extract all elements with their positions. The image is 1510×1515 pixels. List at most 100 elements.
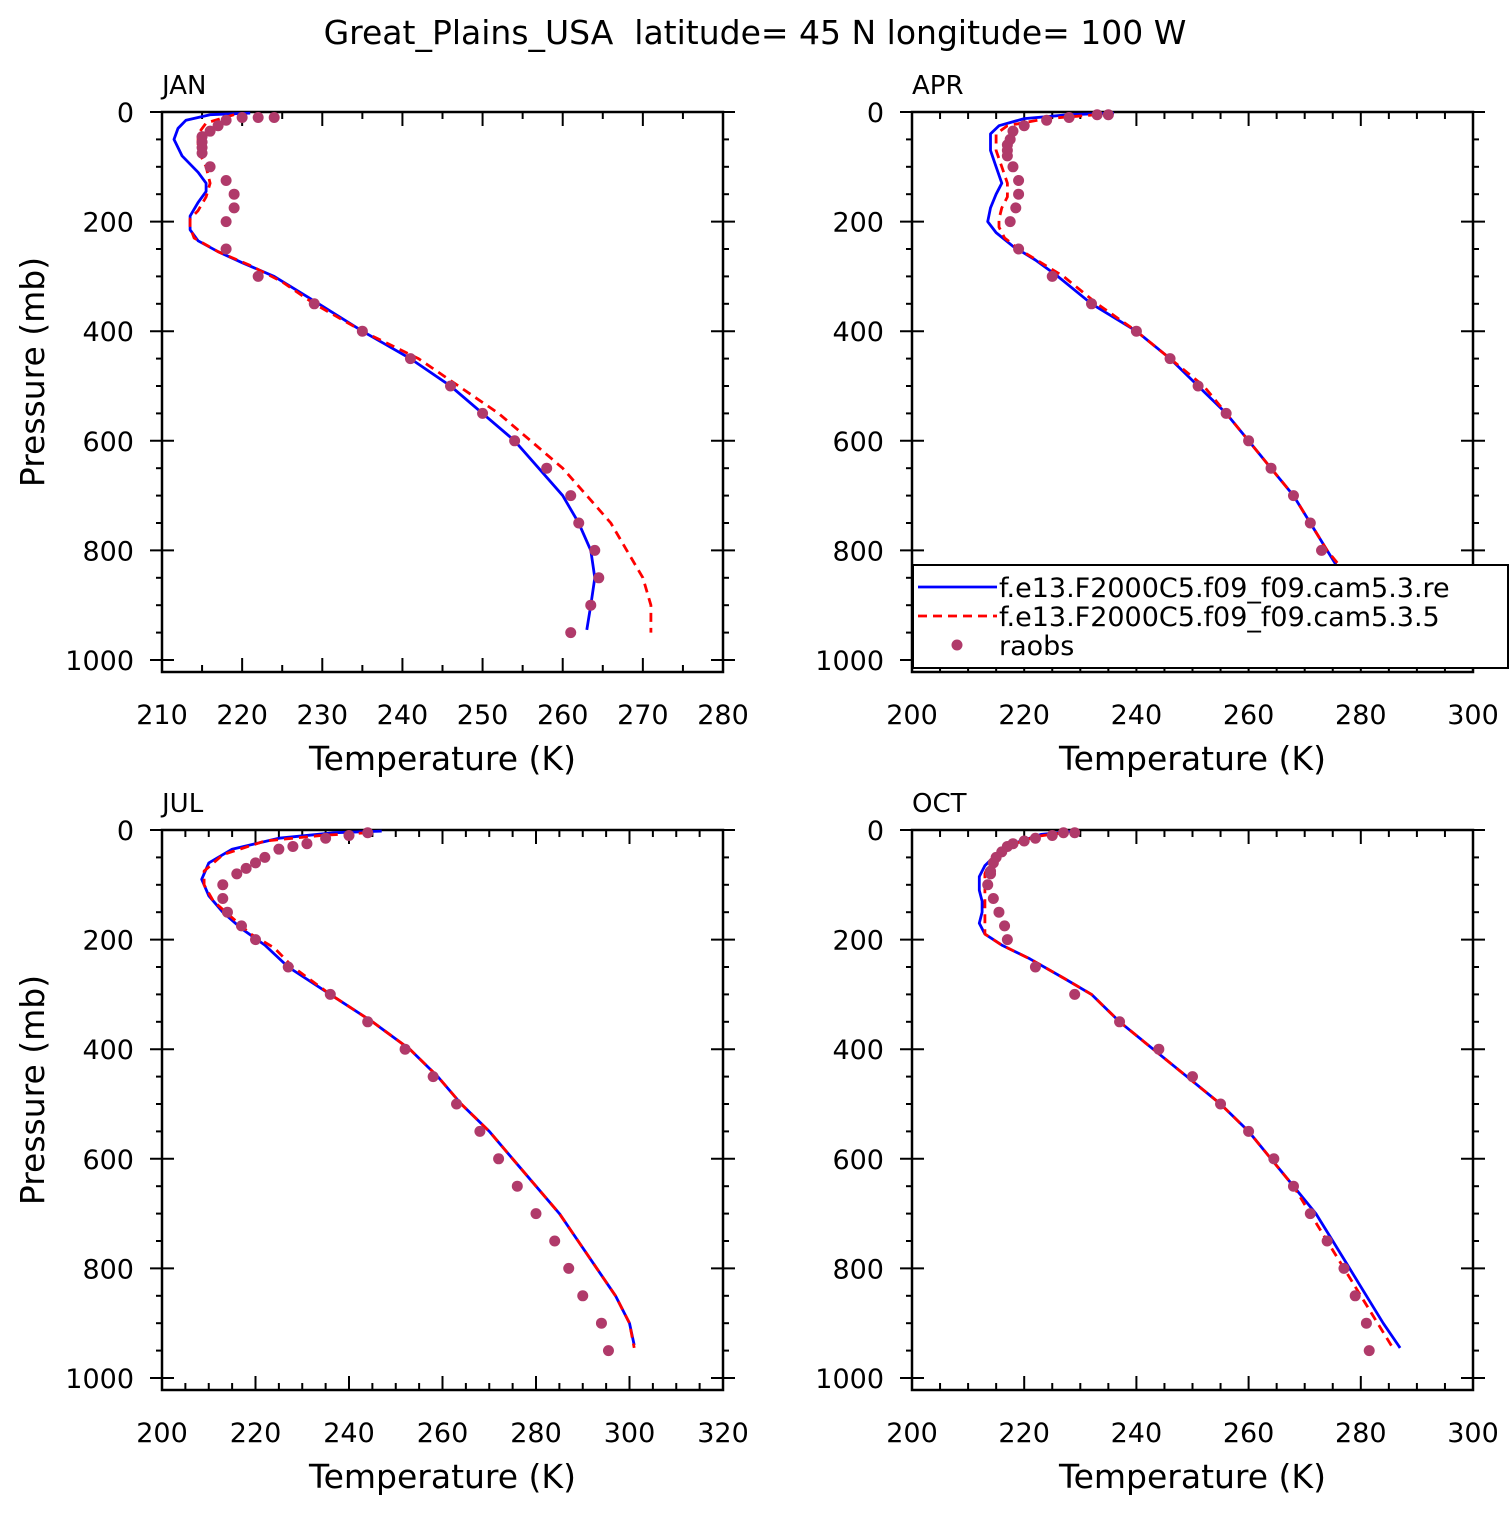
legend-box [912,564,1509,669]
raobs-point [204,125,216,137]
raobs-point [1304,517,1316,529]
raobs-point [1187,1071,1198,1083]
x-tick-label: 220 [216,700,268,731]
raobs-point [308,298,320,310]
raobs-point [999,920,1011,932]
y-tick-label: 400 [82,317,134,348]
y-tick-label: 0 [867,816,884,847]
y-tick-label: 800 [82,1254,134,1285]
raobs-point [565,490,577,502]
raobs-point [1102,109,1114,121]
x-tick-label: 240 [1111,1418,1163,1449]
x-tick-label: 220 [998,700,1050,731]
x-tick-label: 260 [1223,1418,1275,1449]
raobs-point [362,827,374,839]
x-tick-label: 250 [457,700,509,731]
raobs-point [541,462,553,474]
raobs-point [235,920,247,932]
raobs-point [231,868,243,880]
x-tick-label: 300 [604,1418,656,1449]
x-tick-label: 260 [417,1418,469,1449]
x-tick-label: 260 [537,700,589,731]
raobs-point [1363,1345,1375,1357]
x-tick-label: 200 [886,700,938,731]
y-tick-label: 400 [82,1035,134,1066]
raobs-point [1018,120,1030,132]
raobs-point [1192,380,1204,392]
x-tick-label: 260 [1223,700,1275,731]
raobs-point [1013,243,1025,255]
x-tick-label: 300 [1447,1418,1499,1449]
raobs-point [1265,462,1277,474]
x-tick-label: 230 [297,700,349,731]
raobs-point [220,175,232,186]
raobs-point [1091,109,1103,121]
raobs-point [563,1262,575,1274]
raobs-point [1215,1098,1227,1110]
raobs-point [217,893,229,904]
raobs-point [1349,1290,1361,1302]
panel-jan: JAN 210 220 230 240 250 260 270 280 Temperature (… [13,71,749,778]
raobs-point [595,1317,607,1329]
x-tick-label: 240 [323,1418,375,1449]
raobs-point [1287,1180,1299,1192]
raobs-point [324,988,336,1000]
raobs-point [250,934,261,946]
y-tick-label: 0 [867,98,884,129]
raobs-point [1069,827,1081,839]
raobs-point [585,599,597,611]
y-tick-label: 600 [832,427,884,458]
raobs-point [549,1235,561,1247]
raobs-point [356,325,368,337]
raobs-point [1304,1208,1316,1220]
raobs-point [474,1125,486,1137]
raobs-point [220,114,232,126]
x-tick-label: 280 [697,700,749,731]
y-axis-label: Pressure (mb) [13,975,52,1205]
x-tick-label: 220 [998,1418,1050,1449]
raobs-point [1001,150,1013,162]
raobs-point [252,111,264,123]
x-axis-label: Temperature (K) [1058,1457,1326,1496]
y-tick-label: 200 [82,926,134,957]
raobs-point [282,961,294,973]
raobs-point [1114,1016,1126,1028]
raobs-point [1013,175,1025,186]
series-line-model-b [188,113,653,633]
y-tick-label: 400 [832,1035,884,1066]
x-tick-label: 280 [1335,700,1387,731]
panel-apr: APR 200 220 240 260 280 300 Temperature (K) 0 200… [815,71,1498,778]
raobs-point [1013,188,1025,200]
x-tick-label: 210 [136,700,188,731]
raobs-point [593,572,605,584]
series-line-model-b [994,113,1390,634]
y-tick-label: 1000 [65,1364,134,1395]
x-tick-label: 200 [136,1418,188,1449]
raobs-point [273,843,285,855]
x-tick-label: 270 [617,700,669,731]
raobs-point [404,353,416,365]
raobs-point [987,893,999,904]
raobs-point [1057,827,1069,839]
raobs-point [1316,544,1328,556]
raobs-point [301,838,313,850]
x-axis-label: Temperature (K) [308,1457,576,1496]
raobs-point [204,161,216,173]
raobs-point [320,832,332,844]
raobs-point [565,627,577,639]
legend-label: f.e13.F2000C5.f09_f09.cam5.3.5 [999,602,1440,633]
raobs-point [240,862,252,874]
x-axis-label: Temperature (K) [308,739,576,778]
raobs-point [259,851,271,863]
raobs-point [228,202,240,214]
legend: f.e13.F2000C5.f09_f09.cam5.3.ref.e13.F20… [912,564,1509,669]
raobs-point [511,1180,523,1192]
raobs-point [236,111,248,123]
raobs-point [228,188,240,200]
raobs-point [1086,298,1098,310]
y-tick-label: 600 [832,1145,884,1176]
raobs-point [1001,934,1013,946]
raobs-point [1130,325,1142,337]
